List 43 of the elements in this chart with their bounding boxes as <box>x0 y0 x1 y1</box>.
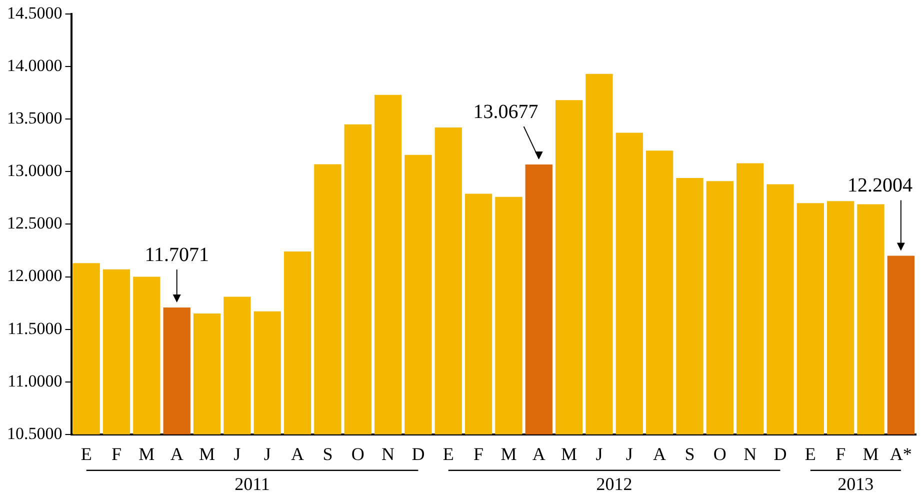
x-tick-label: J <box>626 444 633 464</box>
text: 2013 <box>838 474 874 494</box>
y-tick-label: 11.0000 <box>8 371 62 390</box>
x-tick-label: M <box>199 444 216 464</box>
x-tick-label: A <box>291 444 304 464</box>
x-tick-label: F <box>111 444 122 464</box>
x-tick-label: D <box>774 444 787 464</box>
x-tick-label: A <box>532 444 546 464</box>
x-tick-label: S <box>684 444 695 464</box>
y-tick-label: 13.0000 <box>7 161 62 180</box>
x-tick-label: O <box>351 444 364 464</box>
x-tick-label: F <box>474 444 484 464</box>
x-tick-label: E <box>804 444 816 464</box>
y-tick-label: 11.5000 <box>8 318 62 338</box>
x-tick-label: A <box>170 444 184 464</box>
text: 2012 <box>596 474 632 494</box>
y-tick-label: 10.5000 <box>7 424 62 443</box>
x-tick-label: S <box>322 444 333 464</box>
x-tick-label: A* <box>890 444 912 464</box>
y-tick-label: 12.0000 <box>7 266 62 286</box>
y-tick-label: 13.5000 <box>7 108 62 128</box>
x-tick-label: M <box>862 444 879 464</box>
x-tick-label: M <box>561 444 578 464</box>
text: 2011 <box>234 474 270 494</box>
data-label: 13.0677 <box>473 100 538 123</box>
x-tick-label: F <box>836 444 846 464</box>
x-tick-label: M <box>138 444 155 464</box>
x-tick-label: O <box>713 444 726 464</box>
y-tick-label: 14.5000 <box>7 3 62 22</box>
x-tick-label: J <box>264 444 271 464</box>
data-label: 12.2004 <box>848 174 912 196</box>
y-tick-label: 12.5000 <box>7 214 62 233</box>
y-tick-label: 14.0000 <box>7 56 62 76</box>
x-tick-label: D <box>412 444 425 464</box>
x-tick-label: J <box>596 444 603 464</box>
x-tick-label: N <box>744 444 757 464</box>
x-tick-label: N <box>382 444 395 464</box>
x-tick-label: J <box>234 444 241 464</box>
x-tick-label: M <box>500 444 517 464</box>
x-tick-label: A <box>653 444 666 464</box>
x-tick-label: E <box>80 444 92 464</box>
data-label: 11.7071 <box>144 244 209 266</box>
x-tick-label: E <box>442 444 454 464</box>
